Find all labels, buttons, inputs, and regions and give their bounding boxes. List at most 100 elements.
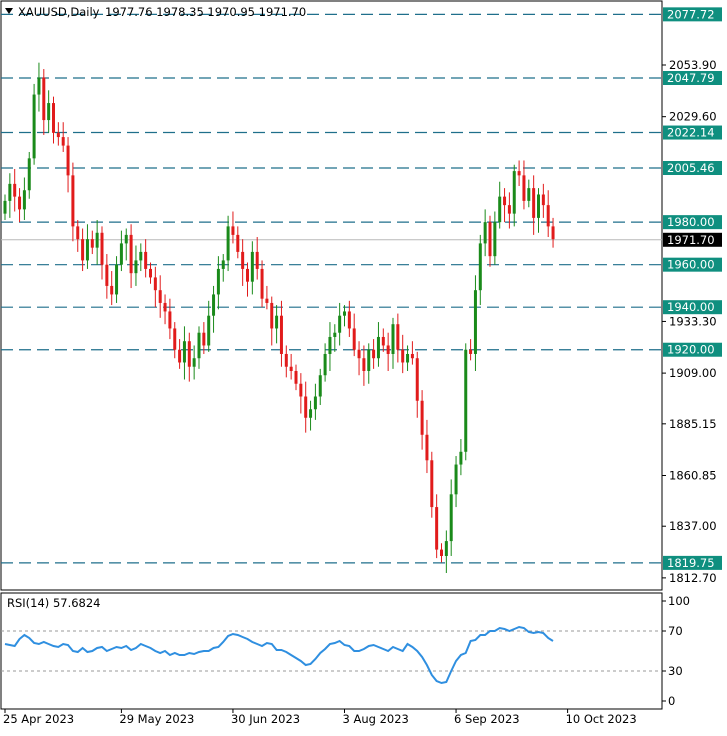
candle-body[interactable] [90, 239, 94, 248]
candle-body[interactable] [95, 232, 99, 248]
candle-body[interactable] [396, 324, 400, 350]
triangle-down-icon[interactable] [5, 8, 13, 14]
candle-body[interactable] [110, 285, 114, 295]
candle-body[interactable] [76, 226, 80, 240]
candle-body[interactable] [551, 226, 555, 240]
candle-body[interactable] [304, 396, 308, 418]
candle-body[interactable] [231, 226, 235, 235]
candle-body[interactable] [119, 243, 123, 265]
candle-body[interactable] [18, 196, 22, 210]
candle-body[interactable] [178, 349, 182, 363]
candle-body[interactable] [115, 264, 119, 295]
candle-body[interactable] [52, 103, 55, 133]
candle-body[interactable] [3, 200, 7, 214]
candle-body[interactable] [493, 222, 497, 257]
candle-body[interactable] [163, 302, 167, 312]
candle-body[interactable] [478, 243, 482, 291]
candle-body[interactable] [522, 175, 526, 201]
candle-body[interactable] [216, 268, 220, 295]
candle-body[interactable] [27, 158, 31, 191]
candle-body[interactable] [173, 328, 177, 350]
candle-body[interactable] [449, 494, 453, 542]
candle-body[interactable] [318, 375, 322, 397]
candle-body[interactable] [537, 194, 540, 218]
candle-body[interactable] [527, 188, 531, 201]
candle-body[interactable] [323, 353, 327, 376]
candle-body[interactable] [37, 77, 41, 95]
candle-body[interactable] [182, 341, 186, 363]
candle-body[interactable] [517, 171, 521, 176]
candle-body[interactable] [338, 315, 342, 333]
candle-body[interactable] [246, 268, 249, 282]
candle-body[interactable] [105, 264, 109, 286]
candle-body[interactable] [168, 311, 172, 329]
candle-body[interactable] [47, 103, 51, 121]
candle-body[interactable] [149, 268, 152, 278]
candle-body[interactable] [85, 239, 89, 261]
candle-body[interactable] [294, 370, 298, 384]
candle-body[interactable] [275, 315, 279, 329]
candle-body[interactable] [139, 251, 143, 261]
candle-body[interactable] [347, 311, 351, 329]
candle-body[interactable] [498, 196, 502, 223]
candle-body[interactable] [226, 226, 230, 261]
candle-body[interactable] [435, 507, 439, 550]
candle-body[interactable] [284, 353, 288, 367]
candle-body[interactable] [415, 358, 419, 401]
candle-body[interactable] [469, 349, 473, 354]
candles-layer[interactable] [3, 62, 555, 573]
candle-body[interactable] [343, 311, 346, 316]
candle-body[interactable] [512, 171, 516, 214]
candle-body[interactable] [153, 277, 157, 291]
candle-body[interactable] [357, 349, 361, 359]
candle-body[interactable] [250, 251, 254, 282]
candle-body[interactable] [430, 460, 434, 508]
candle-body[interactable] [56, 132, 60, 138]
candle-body[interactable] [202, 332, 206, 346]
candle-body[interactable] [192, 358, 196, 367]
candle-body[interactable] [488, 222, 492, 257]
candle-body[interactable] [367, 349, 371, 371]
candle-body[interactable] [425, 434, 429, 461]
candle-body[interactable] [13, 183, 17, 197]
candle-body[interactable] [464, 349, 468, 452]
candle-body[interactable] [241, 251, 245, 269]
candle-body[interactable] [483, 222, 487, 244]
candle-body[interactable] [391, 324, 395, 354]
candle-body[interactable] [473, 290, 477, 354]
candle-body[interactable] [406, 353, 410, 363]
candle-body[interactable] [8, 183, 12, 201]
candle-body[interactable] [71, 175, 75, 227]
candle-body[interactable] [532, 188, 536, 218]
candle-body[interactable] [507, 205, 511, 214]
candle-body[interactable] [134, 260, 138, 274]
candle-body[interactable] [61, 137, 65, 146]
candle-body[interactable] [207, 315, 211, 346]
candle-body[interactable] [381, 336, 385, 346]
candle-body[interactable] [454, 464, 458, 495]
candle-body[interactable] [66, 145, 70, 176]
candle-body[interactable] [420, 400, 424, 435]
candle-body[interactable] [255, 251, 259, 269]
candle-body[interactable] [459, 451, 463, 465]
candle-body[interactable] [270, 302, 274, 329]
candle-body[interactable] [42, 77, 46, 121]
candle-body[interactable] [299, 383, 303, 397]
candle-body[interactable] [212, 294, 216, 316]
candle-body[interactable] [22, 190, 26, 210]
candle-body[interactable] [100, 232, 104, 265]
candle-body[interactable] [260, 268, 264, 299]
candle-body[interactable] [401, 349, 405, 363]
candle-body[interactable] [236, 234, 240, 252]
candle-body[interactable] [541, 194, 545, 206]
candle-body[interactable] [129, 234, 133, 274]
candle-body[interactable] [328, 336, 332, 354]
candle-body[interactable] [309, 409, 313, 418]
candle-body[interactable] [352, 328, 356, 350]
candle-body[interactable] [144, 251, 148, 269]
candle-body[interactable] [81, 239, 85, 261]
candle-body[interactable] [410, 353, 414, 359]
candle-body[interactable] [197, 332, 201, 359]
